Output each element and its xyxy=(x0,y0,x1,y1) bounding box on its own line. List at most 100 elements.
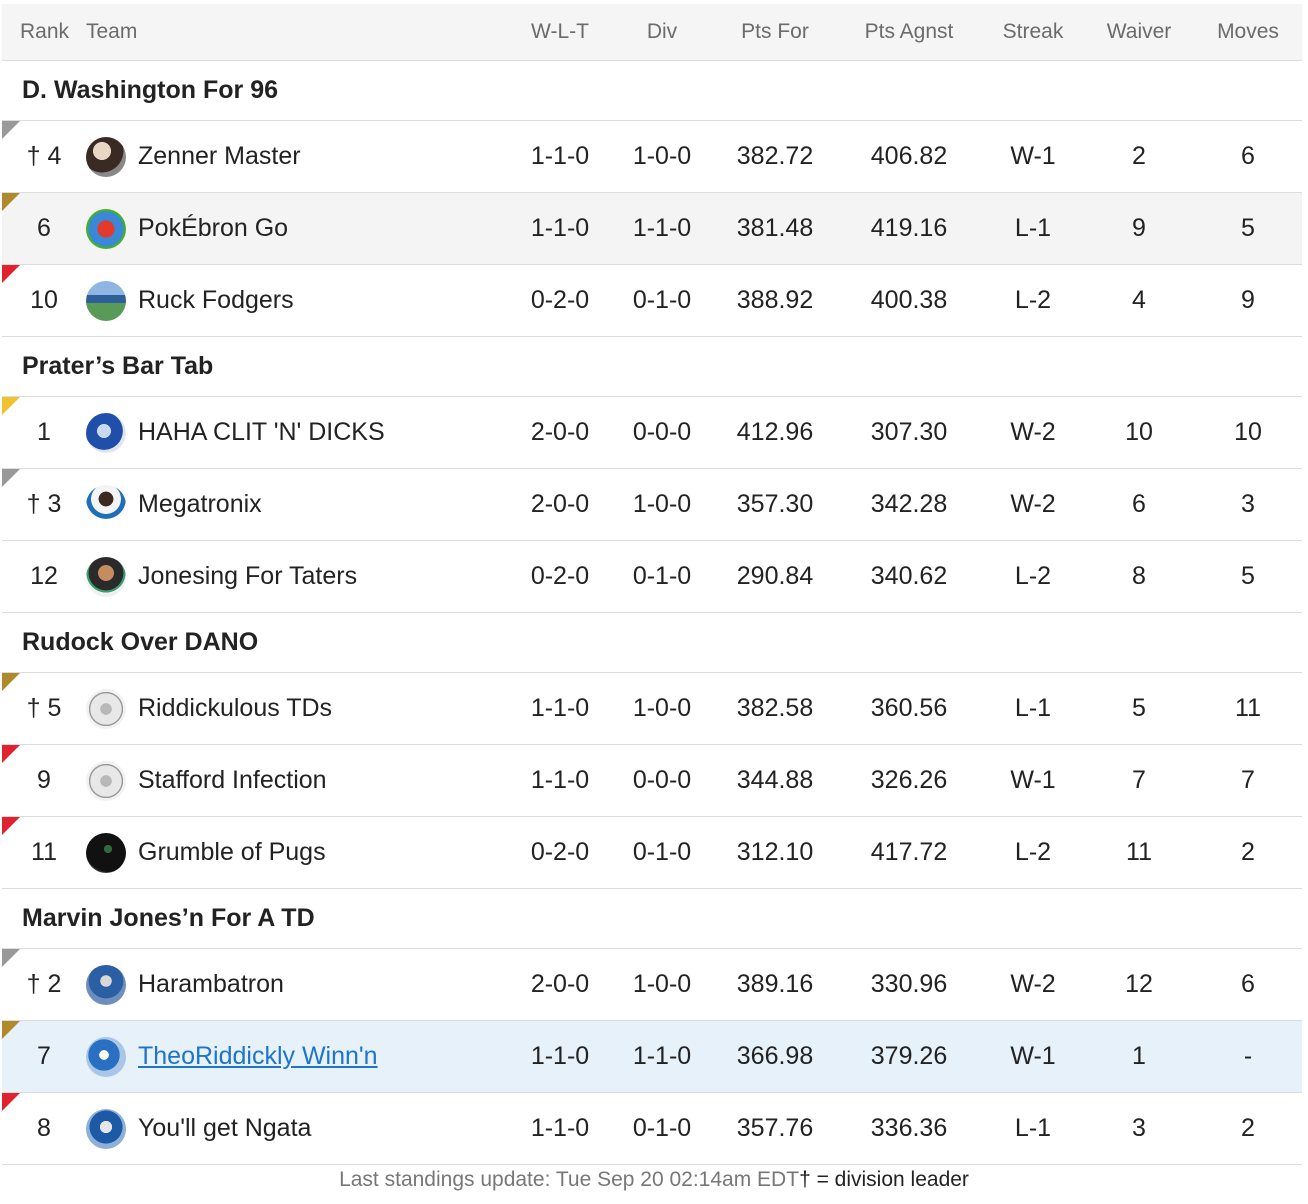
team-name[interactable]: PokÉbron Go xyxy=(138,214,289,242)
streak-cell: L-1 xyxy=(982,672,1084,745)
team-row[interactable]: † 2 Harambatron 2-0-0 1-0-0 389.16 330.9… xyxy=(2,948,1302,1021)
team-cell: Jonesing For Taters xyxy=(86,540,510,613)
waiver-cell: 3 xyxy=(1084,1092,1194,1165)
team-name[interactable]: Ruck Fodgers xyxy=(138,286,294,314)
div-cell: 0-1-0 xyxy=(610,816,714,889)
team-name[interactable]: Jonesing For Taters xyxy=(138,562,358,590)
team-row[interactable]: 10 Ruck Fodgers 0-2-0 0-1-0 388.92 400.3… xyxy=(2,264,1302,337)
team-name[interactable]: Riddickulous TDs xyxy=(138,694,333,722)
team-row[interactable]: 12 Jonesing For Taters 0-2-0 0-1-0 290.8… xyxy=(2,540,1302,613)
column-header-pts-for[interactable]: Pts For xyxy=(714,4,836,61)
rank-marker xyxy=(2,121,20,139)
moves-cell: 6 xyxy=(1194,948,1302,1021)
team-avatar[interactable] xyxy=(86,688,126,729)
rank-cell: † 5 xyxy=(2,672,86,745)
moves-cell: 11 xyxy=(1194,672,1302,745)
waiver-cell: 9 xyxy=(1084,192,1194,265)
column-header-waiver[interactable]: Waiver xyxy=(1084,4,1194,61)
streak-cell: W-2 xyxy=(982,948,1084,1021)
wlt-cell: 0-2-0 xyxy=(510,264,610,337)
rank-cell: 6 xyxy=(2,192,86,265)
rank-marker xyxy=(2,397,20,415)
streak-cell: W-2 xyxy=(982,396,1084,469)
pts-for-cell: 381.48 xyxy=(714,192,836,265)
pts-agnst-cell: 336.36 xyxy=(836,1092,982,1165)
div-cell: 1-1-0 xyxy=(610,1020,714,1093)
team-avatar[interactable] xyxy=(86,484,126,525)
waiver-cell: 10 xyxy=(1084,396,1194,469)
team-name[interactable]: Megatronix xyxy=(138,490,262,518)
pts-for-cell: 382.72 xyxy=(714,120,836,193)
rank-marker xyxy=(2,193,20,211)
pts-for-cell: 389.16 xyxy=(714,948,836,1021)
team-name[interactable]: Harambatron xyxy=(138,970,284,998)
header-row: Rank Team W-L-T Div Pts For Pts Agnst St… xyxy=(2,4,1302,61)
division-header-row: Prater’s Bar Tab xyxy=(2,336,1302,397)
team-row[interactable]: 1 HAHA CLIT 'N' DICKS 2-0-0 0-0-0 412.96… xyxy=(2,396,1302,469)
team-row[interactable]: 11 Grumble of Pugs 0-2-0 0-1-0 312.10 41… xyxy=(2,816,1302,889)
pts-for-cell: 290.84 xyxy=(714,540,836,613)
team-cell: Stafford Infection xyxy=(86,744,510,817)
team-row[interactable]: 6 PokÉbron Go 1-1-0 1-1-0 381.48 419.16 … xyxy=(2,192,1302,265)
pts-for-cell: 388.92 xyxy=(714,264,836,337)
team-row[interactable]: † 4 Zenner Master 1-1-0 1-0-0 382.72 406… xyxy=(2,120,1302,193)
pts-agnst-cell: 417.72 xyxy=(836,816,982,889)
wlt-cell: 0-2-0 xyxy=(510,816,610,889)
column-header-team[interactable]: Team xyxy=(86,4,510,61)
rank-marker xyxy=(2,949,20,967)
team-name[interactable]: Grumble of Pugs xyxy=(138,838,326,866)
team-avatar[interactable] xyxy=(86,832,126,873)
team-row[interactable]: 8 You'll get Ngata 1-1-0 0-1-0 357.76 33… xyxy=(2,1092,1302,1165)
wlt-cell: 1-1-0 xyxy=(510,192,610,265)
rank-marker xyxy=(2,265,20,283)
wlt-cell: 1-1-0 xyxy=(510,120,610,193)
div-cell: 0-1-0 xyxy=(610,1092,714,1165)
pts-for-cell: 357.30 xyxy=(714,468,836,541)
pts-agnst-cell: 400.38 xyxy=(836,264,982,337)
team-row-my-team[interactable]: 7 TheoRiddickly Winn'n 1-1-0 1-1-0 366.9… xyxy=(2,1020,1302,1093)
pts-for-cell: 344.88 xyxy=(714,744,836,817)
division-header-row: Rudock Over DANO xyxy=(2,612,1302,673)
pts-for-cell: 366.98 xyxy=(714,1020,836,1093)
team-avatar[interactable] xyxy=(86,1036,126,1077)
team-name-link[interactable]: TheoRiddickly Winn'n xyxy=(138,1042,378,1070)
rank-value: † 2 xyxy=(26,970,62,998)
standings-body: D. Washington For 96 † 4 Zenner Master 1… xyxy=(2,60,1302,1165)
column-header-moves[interactable]: Moves xyxy=(1194,4,1302,61)
team-avatar[interactable] xyxy=(86,1108,126,1149)
team-cell: Megatronix xyxy=(86,468,510,541)
team-cell: Ruck Fodgers xyxy=(86,264,510,337)
team-avatar[interactable] xyxy=(86,280,126,321)
team-row[interactable]: † 3 Megatronix 2-0-0 1-0-0 357.30 342.28… xyxy=(2,468,1302,541)
column-header-div[interactable]: Div xyxy=(610,4,714,61)
div-cell: 1-0-0 xyxy=(610,120,714,193)
div-cell: 0-1-0 xyxy=(610,264,714,337)
team-avatar[interactable] xyxy=(86,208,126,249)
rank-value: 6 xyxy=(37,214,51,242)
team-avatar[interactable] xyxy=(86,964,126,1005)
team-cell: Zenner Master xyxy=(86,120,510,193)
team-name[interactable]: HAHA CLIT 'N' DICKS xyxy=(138,418,385,446)
team-name[interactable]: Zenner Master xyxy=(138,142,301,170)
column-header-streak[interactable]: Streak xyxy=(982,4,1084,61)
wlt-cell: 2-0-0 xyxy=(510,948,610,1021)
moves-cell: 2 xyxy=(1194,816,1302,889)
waiver-cell: 6 xyxy=(1084,468,1194,541)
team-name[interactable]: Stafford Infection xyxy=(138,766,327,794)
moves-cell: 5 xyxy=(1194,192,1302,265)
wlt-cell: 1-1-0 xyxy=(510,744,610,817)
team-avatar[interactable] xyxy=(86,760,126,801)
streak-cell: L-1 xyxy=(982,1092,1084,1165)
team-avatar[interactable] xyxy=(86,136,126,177)
div-cell: 1-0-0 xyxy=(610,948,714,1021)
column-header-pts-agnst[interactable]: Pts Agnst xyxy=(836,4,982,61)
team-row[interactable]: 9 Stafford Infection 1-1-0 0-0-0 344.88 … xyxy=(2,744,1302,817)
pts-agnst-cell: 419.16 xyxy=(836,192,982,265)
team-row[interactable]: † 5 Riddickulous TDs 1-1-0 1-0-0 382.58 … xyxy=(2,672,1302,745)
team-name[interactable]: You'll get Ngata xyxy=(138,1114,312,1142)
column-header-wlt[interactable]: W-L-T xyxy=(510,4,610,61)
column-header-rank[interactable]: Rank xyxy=(2,4,86,61)
team-avatar[interactable] xyxy=(86,412,126,453)
rank-cell: 9 xyxy=(2,744,86,817)
team-avatar[interactable] xyxy=(86,556,126,597)
